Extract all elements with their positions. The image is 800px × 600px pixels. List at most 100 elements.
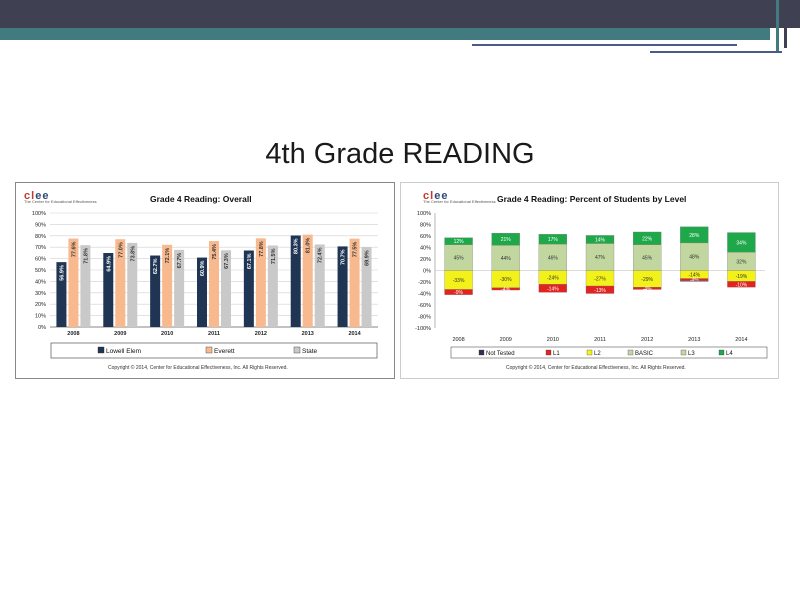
decor-line-2: [784, 0, 787, 48]
y-tick-label: 100%: [32, 211, 46, 217]
x-tick-label: 2014: [348, 331, 361, 337]
data-label: 67.1%: [247, 253, 253, 269]
legend-swatch: [680, 349, 687, 356]
y-tick-label: 40%: [35, 279, 46, 285]
y-tick-label: -60%: [418, 303, 431, 309]
chart-title: Grade 4 Reading: Overall: [150, 194, 252, 204]
data-label: -33%: [453, 278, 465, 284]
legend-label: Lowell Elem: [106, 348, 141, 355]
y-tick-label: -40%: [418, 292, 431, 298]
bar: [349, 238, 360, 327]
data-label: 56.9%: [59, 265, 65, 281]
decor-line-3: [472, 44, 737, 46]
bar: [56, 262, 67, 327]
x-tick-label: 2014: [735, 337, 747, 343]
decor-line-1: [776, 0, 779, 52]
bar-segment: [680, 280, 709, 282]
data-label: 45%: [454, 256, 465, 262]
bar-segment: [538, 284, 568, 293]
data-label: 34%: [736, 240, 747, 246]
x-tick-label: 2012: [641, 337, 653, 343]
data-label: 12%: [454, 239, 465, 245]
data-label: -14%: [688, 273, 700, 279]
legend-swatch: [586, 349, 593, 356]
data-label: 80.3%: [294, 238, 300, 254]
chart-panel-overall: clee The Center for Educational Effectiv…: [15, 182, 395, 379]
legend-swatch: [478, 349, 485, 356]
data-label: -30%: [500, 277, 512, 283]
legend-label: L1: [553, 351, 560, 357]
data-label: -9%: [454, 290, 463, 296]
x-tick-label: 2010: [161, 331, 173, 337]
data-label: 17%: [548, 237, 559, 243]
x-tick-label: 2011: [594, 337, 606, 343]
legend-swatch: [293, 346, 301, 354]
bar: [68, 238, 79, 327]
overall-chart-svg: 0% 10% 20% 30% 40% 50% 60% 70% 80% 90% 100% 2008 56.…: [32, 211, 378, 359]
cee-logo: clee: [24, 190, 50, 202]
y-tick-label: 30%: [35, 291, 46, 297]
logo-tagline: The Center for Educational Effectiveness: [423, 199, 496, 204]
cee-logo: clee: [423, 190, 449, 202]
bar: [127, 242, 138, 327]
bar-segment: [491, 232, 520, 246]
data-label: -29%: [641, 277, 653, 283]
data-label: 21%: [501, 237, 512, 243]
data-label: 48%: [689, 255, 700, 261]
bar-segment: [585, 243, 615, 271]
bar: [243, 250, 254, 327]
bar-segment: [727, 281, 756, 288]
y-tick-label: 50%: [35, 268, 46, 274]
bar: [267, 245, 278, 327]
x-tick-label: 2011: [208, 331, 220, 337]
data-label: 67.7%: [177, 253, 183, 269]
y-tick-label: 20%: [420, 257, 431, 263]
data-label: 69.9%: [365, 250, 371, 266]
data-label: 14%: [595, 237, 606, 243]
x-tick-label: 2013: [688, 337, 700, 343]
bar: [115, 239, 126, 327]
bar: [103, 253, 114, 327]
legend-box: [450, 346, 768, 359]
bar-segment: [585, 285, 615, 294]
y-tick-label: -80%: [418, 315, 431, 321]
y-tick-label: 10%: [35, 314, 46, 320]
data-label: -24%: [547, 275, 559, 281]
x-tick-label: 2009: [114, 331, 126, 337]
copyright-text: Copyright © 2014, Center for Educational…: [108, 365, 288, 371]
bar-segment: [538, 234, 568, 245]
y-tick-label: 60%: [420, 234, 431, 240]
bar: [174, 249, 185, 327]
bar: [209, 241, 219, 327]
bar-segment: [491, 245, 520, 271]
x-tick-label: 2012: [255, 331, 267, 337]
data-label: 64.9%: [106, 256, 112, 272]
y-tick-label: 80%: [35, 234, 46, 240]
slide-title: 4th Grade READING: [265, 138, 535, 170]
data-label: 72.1%: [165, 248, 171, 264]
bar-segment: [444, 237, 473, 245]
data-label: 77.5%: [353, 242, 359, 258]
legend-label: L4: [726, 351, 733, 357]
top-bar: [0, 0, 800, 28]
data-label: -4%: [643, 286, 652, 292]
logo-tagline: The Center for Educational Effectiveness: [24, 199, 97, 204]
data-label: 81.0%: [306, 238, 312, 254]
chart-panel-levels: clee The Center for Educational Effectiv…: [400, 182, 779, 379]
bar: [197, 257, 207, 327]
bar-segment: [444, 244, 473, 271]
data-label: -4%: [501, 287, 510, 293]
y-tick-label: -20%: [418, 280, 431, 286]
bar: [162, 244, 173, 327]
accent-bar: [0, 28, 770, 40]
data-label: 77.6%: [71, 241, 77, 257]
chart-title: Grade 4 Reading: Percent of Students by …: [497, 194, 687, 204]
x-tick-label: 2008: [452, 337, 464, 343]
data-label: -14%: [547, 286, 559, 292]
legend-swatch: [627, 349, 634, 356]
data-label: 22%: [642, 236, 653, 242]
data-label: 60.9%: [200, 260, 206, 276]
bar: [337, 246, 348, 327]
copyright-text: Copyright © 2014, Center for Educational…: [506, 365, 686, 371]
y-tick-label: 90%: [35, 222, 46, 228]
